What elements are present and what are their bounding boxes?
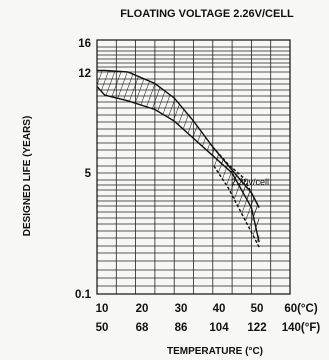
x-tick-label-fahrenheit: 122 [247, 322, 266, 334]
x-tick-label-fahrenheit: 104 [209, 322, 229, 334]
y-tick-labels: 0.1 5 12 16 [75, 38, 92, 301]
y-tick-label: 16 [78, 38, 91, 50]
x-tick-label-celsius: 50 [251, 303, 264, 315]
life-bands [96, 69, 260, 248]
annotation-label: 2.30v/cell [231, 177, 269, 187]
x-tick-label-celsius: 30 [175, 303, 188, 315]
x-tick-label-celsius: 10 [96, 303, 109, 315]
life-band-upper-2 [212, 146, 260, 208]
life-band-fill-1 [97, 70, 260, 243]
life-band-fill-2 [212, 147, 260, 248]
y-axis-title: DESIGNED LIFE (YEARS) [22, 116, 33, 237]
x-tick-label-celsius: 40 [213, 303, 226, 315]
x-axis-title: TEMPERATURE (°C) [167, 346, 263, 357]
plot-frame [96, 39, 291, 295]
x-tick-label-fahrenheit: 140(°F) [282, 322, 321, 334]
y-tick-label: 0.1 [75, 289, 92, 301]
x-tick-label-fahrenheit: 68 [136, 322, 149, 334]
x-tick-labels: 10 20 30 40 50 60(°C) 50 68 86 104 122 140(°F) [96, 303, 321, 334]
life-band-lower-2 [212, 163, 260, 248]
x-tick-label-fahrenheit: 50 [96, 322, 109, 334]
x-tick-label-celsius: 60(°C) [284, 303, 318, 315]
y-tick-label: 12 [78, 68, 91, 80]
chart-title: FLOATING VOLTAGE 2.26V/CELL [120, 8, 294, 20]
x-tick-label-celsius: 20 [136, 303, 149, 315]
x-tick-label-fahrenheit: 86 [175, 322, 188, 334]
y-tick-label: 5 [85, 168, 92, 180]
